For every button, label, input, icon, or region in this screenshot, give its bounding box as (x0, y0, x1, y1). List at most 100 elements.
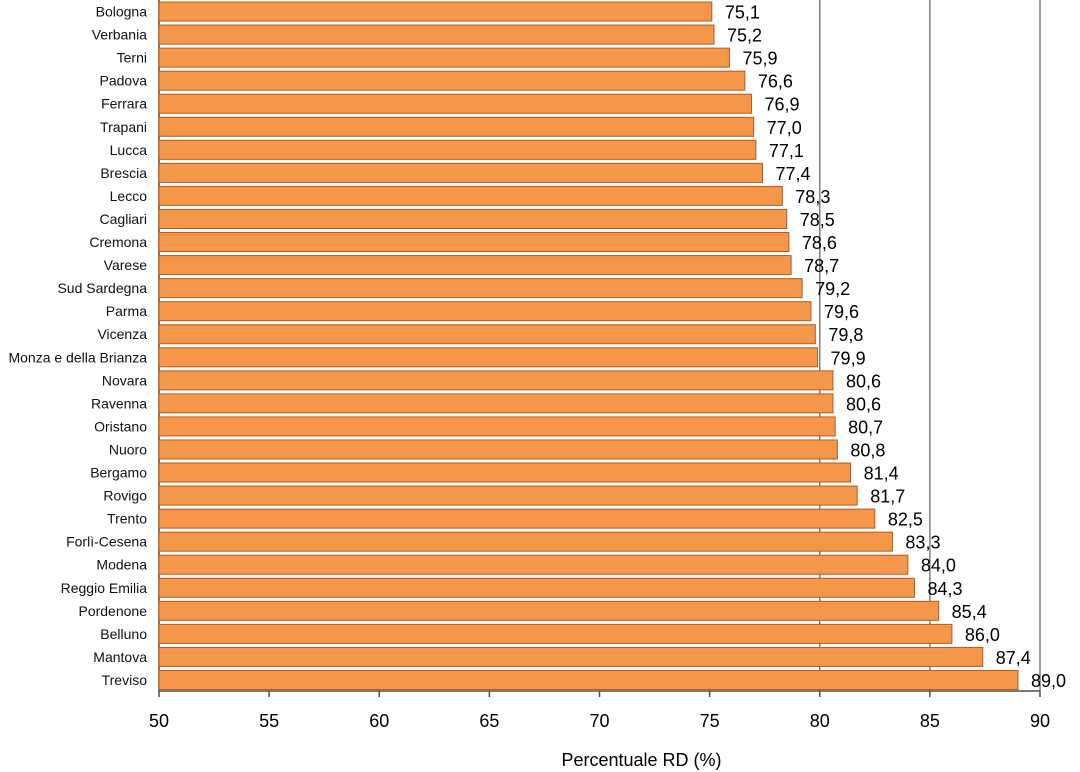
category-label: Trento (107, 511, 147, 527)
bar (158, 162, 763, 183)
value-label: 80,7 (848, 417, 883, 437)
category-label: Vicenza (97, 326, 147, 342)
bar (158, 208, 788, 229)
category-label: Pordenone (78, 603, 147, 619)
category-label: Parma (106, 303, 147, 319)
value-label: 86,0 (965, 625, 1000, 645)
bar (158, 508, 876, 529)
category-label: Treviso (102, 672, 148, 688)
value-label: 81,7 (870, 487, 905, 507)
x-axis-title: Percentuale RD (%) (561, 750, 721, 770)
category-label: Brescia (100, 165, 147, 181)
bar (158, 577, 915, 598)
bar (158, 485, 858, 506)
category-label: Cremona (89, 234, 147, 250)
category-label: Forlì-Cesena (66, 534, 147, 550)
category-label: Mantova (93, 649, 147, 665)
category-label: Verbania (92, 27, 147, 43)
value-label: 79,2 (815, 279, 850, 299)
value-label: 80,6 (846, 394, 881, 414)
bar (158, 646, 984, 667)
bar (158, 393, 834, 414)
x-tick-label: 55 (259, 711, 279, 731)
category-label: Ferrara (101, 96, 147, 112)
bar (158, 623, 953, 644)
bar (158, 47, 730, 68)
x-tick-label: 90 (1030, 711, 1050, 731)
category-label: Lecco (110, 188, 148, 204)
category-label: Reggio Emilia (61, 580, 148, 596)
value-label: 78,5 (800, 210, 835, 230)
category-label: Bologna (96, 4, 148, 20)
value-label: 76,6 (758, 72, 793, 92)
bar (158, 416, 836, 437)
value-label: 78,6 (802, 233, 837, 253)
x-tick-label: 75 (700, 711, 720, 731)
bar (158, 324, 816, 345)
category-label: Trapani (100, 119, 147, 135)
bar (158, 301, 812, 322)
bar (158, 600, 940, 621)
value-label: 84,0 (921, 556, 956, 576)
value-label: 78,3 (795, 187, 830, 207)
bar (158, 531, 893, 552)
value-label: 81,4 (864, 464, 899, 484)
bar (158, 185, 783, 206)
x-tick-label: 65 (479, 711, 499, 731)
bar (158, 24, 715, 45)
bar (158, 370, 834, 391)
bar (158, 462, 852, 483)
category-label: Nuoro (109, 441, 147, 457)
value-label: 79,9 (831, 348, 866, 368)
bar (158, 232, 790, 253)
value-label: 87,4 (996, 648, 1031, 668)
bar (158, 93, 752, 114)
bar (158, 116, 755, 137)
bar (158, 669, 1019, 690)
bar (158, 439, 838, 460)
value-label: 75,1 (725, 3, 760, 23)
category-label: Lucca (110, 142, 148, 158)
x-tick-labels: 50 55 60 65 70 75 80 85 90 (149, 711, 1050, 731)
category-label: Rovigo (103, 488, 147, 504)
axes (158, 0, 1041, 697)
category-label: Modena (96, 557, 147, 573)
value-label: 89,0 (1031, 671, 1066, 691)
category-label: Cagliari (100, 211, 147, 227)
category-label: Bergamo (90, 465, 147, 481)
value-label: 77,1 (769, 141, 804, 161)
bars (158, 1, 1019, 690)
category-label: Terni (117, 50, 147, 66)
value-label: 78,7 (804, 256, 839, 276)
bar (158, 1, 713, 22)
category-label: Novara (102, 372, 147, 388)
category-label: Oristano (94, 418, 147, 434)
value-label: 79,8 (828, 325, 863, 345)
value-label: 75,9 (742, 49, 777, 69)
bar (158, 255, 792, 276)
value-label: 84,3 (927, 579, 962, 599)
value-label: 77,4 (775, 164, 810, 184)
category-label: Sud Sardegna (57, 280, 147, 296)
category-label: Padova (100, 73, 148, 89)
x-tick-label: 80 (810, 711, 830, 731)
category-label: Varese (104, 257, 148, 273)
x-tick-label: 50 (149, 711, 169, 731)
category-label: Ravenna (91, 395, 147, 411)
value-label: 76,9 (764, 95, 799, 115)
value-label: 85,4 (952, 602, 987, 622)
x-tick-label: 70 (589, 711, 609, 731)
bar (158, 278, 803, 299)
category-label: Belluno (100, 626, 147, 642)
value-label: 80,8 (850, 440, 885, 460)
bar (158, 347, 819, 368)
bar (158, 139, 757, 160)
value-label: 83,3 (905, 533, 940, 553)
gridlines (819, 0, 1041, 691)
value-label: 82,5 (888, 510, 923, 530)
value-labels: 75,1 75,2 75,9 76,6 76,9 77,0 77,1 77,4 78,3 78,5… (725, 3, 1066, 691)
value-label: 77,0 (767, 118, 802, 138)
category-label: Monza e della Brianza (8, 349, 147, 365)
value-label: 80,6 (846, 371, 881, 391)
